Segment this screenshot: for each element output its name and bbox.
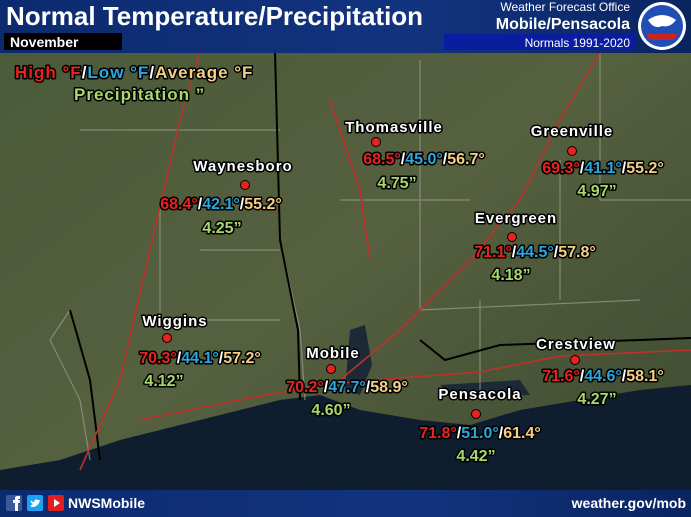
separator: / — [622, 160, 627, 177]
separator: / — [177, 350, 182, 367]
legend-separator: / — [82, 63, 88, 82]
legend-separator: / — [149, 63, 155, 82]
high-temp: 70.2° — [286, 379, 324, 396]
separator: / — [580, 368, 585, 385]
stations: Thomasville68.5°/45.0°/56.7°4.75”Greenvi… — [138, 118, 666, 467]
separator: / — [443, 151, 448, 168]
separator: / — [499, 425, 504, 442]
separator: / — [512, 244, 517, 261]
title: Normal Temperature/Precipitation — [6, 1, 423, 31]
station-temps: 70.2°/47.7°/58.9° — [286, 379, 408, 396]
low-temp: 44.6° — [584, 368, 622, 385]
normals: Normals 1991-2020 — [525, 36, 631, 50]
legend-high: High °F — [15, 63, 82, 82]
average-temp: 61.4° — [503, 425, 541, 442]
high-temp: 68.5° — [363, 151, 401, 168]
station-temps: 68.5°/45.0°/56.7° — [363, 151, 485, 168]
separator: / — [198, 196, 203, 213]
legend-low: Low °F — [87, 63, 149, 82]
average-temp: 57.8° — [558, 244, 596, 261]
station-dot — [570, 355, 580, 365]
station-temps: 70.3°/44.1°/57.2° — [139, 350, 261, 367]
station-dot — [326, 364, 336, 374]
gulf — [0, 385, 691, 517]
station-dot — [471, 409, 481, 419]
station-dot — [240, 180, 250, 190]
highways — [79, 51, 691, 471]
high-temp: 69.3° — [542, 160, 580, 177]
station-name: Waynesboro — [193, 158, 292, 175]
average-temp: 55.2° — [626, 160, 664, 177]
station-dot — [507, 232, 517, 242]
office-name: Mobile/Pensacola — [496, 16, 630, 33]
station-name: Pensacola — [438, 386, 521, 403]
high-temp: 71.1° — [474, 244, 512, 261]
average-temp: 58.9° — [370, 379, 408, 396]
station-dot — [567, 146, 577, 156]
station-dot — [371, 137, 381, 147]
station-temps: 71.1°/44.5°/57.8° — [474, 244, 596, 261]
separator: / — [554, 244, 559, 261]
station-name: Thomasville — [345, 119, 443, 136]
high-temp: 71.8° — [419, 425, 457, 442]
month-box — [4, 33, 122, 50]
low-temp: 42.1° — [202, 196, 240, 213]
precipitation: 4.97” — [577, 183, 616, 200]
low-temp: 47.7° — [328, 379, 366, 396]
station-dot — [162, 333, 172, 343]
precipitation: 4.18” — [491, 267, 530, 284]
precipitation: 4.42” — [456, 448, 495, 465]
separator: / — [457, 425, 462, 442]
station-name: Wiggins — [142, 313, 207, 330]
footer-bar — [0, 490, 691, 517]
month: November — [10, 34, 79, 50]
low-temp: 41.1° — [584, 160, 622, 177]
separator: / — [580, 160, 585, 177]
legend-temps: High °F/Low °F/Average °F — [15, 63, 253, 82]
precipitation: 4.75” — [377, 175, 416, 192]
low-temp: 45.0° — [405, 151, 443, 168]
station-name: Evergreen — [475, 210, 557, 227]
low-temp: 44.1° — [181, 350, 219, 367]
station-temps: 71.6°/44.6°/58.1° — [542, 368, 664, 385]
separator: / — [240, 196, 245, 213]
separator: / — [401, 151, 406, 168]
station-temps: 71.8°/51.0°/61.4° — [419, 425, 541, 442]
high-temp: 68.4° — [160, 196, 198, 213]
precipitation: 4.12” — [144, 373, 183, 390]
legend-precip: Precipitation ” — [74, 85, 205, 104]
low-temp: 44.5° — [516, 244, 554, 261]
station-temps: 68.4°/42.1°/55.2° — [160, 196, 282, 213]
precipitation: 4.60” — [311, 402, 350, 419]
average-temp: 57.2° — [223, 350, 261, 367]
legend-average: Average °F — [155, 63, 253, 82]
office-line: Weather Forecast Office — [500, 0, 630, 14]
separator: / — [366, 379, 371, 396]
low-temp: 51.0° — [461, 425, 499, 442]
separator: / — [324, 379, 329, 396]
precipitation: 4.25” — [202, 220, 241, 237]
nws-logo — [638, 2, 686, 50]
separator: / — [622, 368, 627, 385]
mobile-bay — [345, 325, 372, 395]
station-name: Greenville — [531, 123, 614, 140]
high-temp: 70.3° — [139, 350, 177, 367]
normals-box — [444, 34, 635, 50]
station-temps: 69.3°/41.1°/55.2° — [542, 160, 664, 177]
station-name: Mobile — [306, 345, 360, 362]
average-temp: 56.7° — [447, 151, 485, 168]
pensacola-bay — [440, 380, 530, 400]
station-name: Crestview — [536, 336, 616, 353]
separator: / — [219, 350, 224, 367]
average-temp: 58.1° — [626, 368, 664, 385]
precipitation: 4.27” — [577, 391, 616, 408]
average-temp: 55.2° — [244, 196, 282, 213]
high-temp: 71.6° — [542, 368, 580, 385]
social-handle: NWSMobile — [68, 495, 145, 511]
website: weather.gov/mob — [571, 495, 686, 511]
